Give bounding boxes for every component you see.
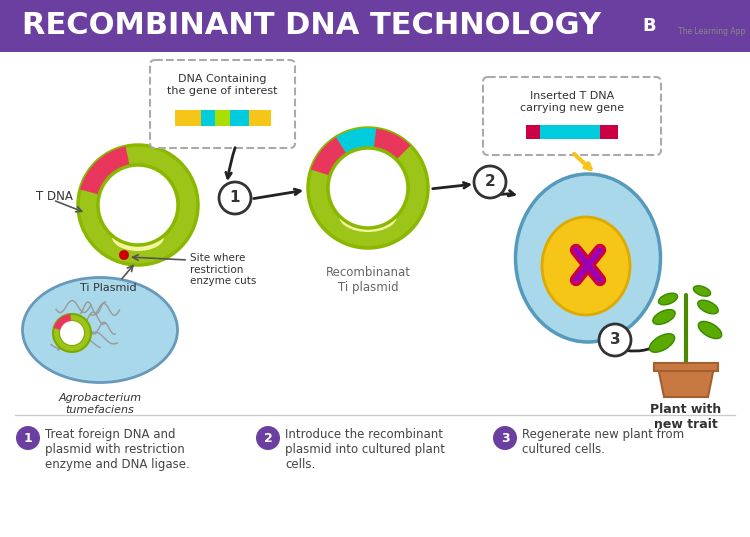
- Circle shape: [219, 182, 251, 214]
- Wedge shape: [54, 314, 72, 333]
- Wedge shape: [80, 146, 138, 205]
- Polygon shape: [658, 367, 714, 397]
- Bar: [526, 125, 540, 139]
- Ellipse shape: [339, 200, 397, 232]
- FancyBboxPatch shape: [624, 1, 674, 51]
- Text: T DNA: T DNA: [36, 191, 73, 204]
- Ellipse shape: [652, 309, 675, 324]
- Ellipse shape: [698, 322, 721, 339]
- Ellipse shape: [22, 278, 178, 382]
- Ellipse shape: [658, 293, 677, 305]
- Ellipse shape: [112, 223, 164, 251]
- Ellipse shape: [542, 217, 630, 315]
- Circle shape: [60, 321, 84, 345]
- Text: 3: 3: [610, 332, 620, 347]
- Text: 1: 1: [24, 432, 32, 445]
- Wedge shape: [368, 128, 410, 188]
- Bar: [600, 125, 618, 139]
- Wedge shape: [311, 137, 368, 188]
- Text: Agrobacterium
tumefaciens: Agrobacterium tumefaciens: [58, 393, 142, 415]
- Bar: [540, 125, 604, 139]
- Text: B: B: [642, 17, 656, 35]
- Text: 1: 1: [230, 191, 240, 206]
- Text: Treat foreign DNA and
plasmid with restriction
enzyme and DNA ligase.: Treat foreign DNA and plasmid with restr…: [45, 428, 190, 471]
- Text: 2: 2: [484, 175, 495, 190]
- Text: Regenerate new plant from
cultured cells.: Regenerate new plant from cultured cells…: [522, 428, 684, 456]
- Circle shape: [256, 426, 280, 450]
- Text: Site where
restriction
enzyme cuts: Site where restriction enzyme cuts: [190, 253, 256, 286]
- Text: 2: 2: [264, 432, 272, 445]
- Circle shape: [53, 314, 91, 352]
- FancyBboxPatch shape: [150, 60, 295, 148]
- Text: 3: 3: [501, 432, 509, 445]
- Circle shape: [98, 165, 178, 245]
- Text: Introduce the recombinant
plasmid into cultured plant
cells.: Introduce the recombinant plasmid into c…: [285, 428, 445, 471]
- Bar: [214, 110, 230, 126]
- Text: Plant with
new trait: Plant with new trait: [650, 403, 722, 431]
- Circle shape: [493, 426, 517, 450]
- Circle shape: [308, 128, 428, 248]
- Text: BYJU'S: BYJU'S: [678, 11, 724, 25]
- Text: Inserted T DNA
carrying new gene: Inserted T DNA carrying new gene: [520, 91, 624, 113]
- Circle shape: [119, 250, 129, 260]
- Bar: [0, 0, 750, 52]
- Text: DNA Containing
the gene of interest: DNA Containing the gene of interest: [167, 74, 278, 96]
- Circle shape: [78, 145, 198, 265]
- Bar: [200, 110, 248, 126]
- Text: RECOMBINANT DNA TECHNOLOGY: RECOMBINANT DNA TECHNOLOGY: [22, 11, 601, 40]
- Ellipse shape: [698, 300, 718, 314]
- Circle shape: [328, 148, 408, 228]
- Circle shape: [60, 321, 84, 345]
- Bar: [654, 363, 718, 371]
- Text: The Learning App: The Learning App: [678, 27, 746, 37]
- Ellipse shape: [515, 174, 661, 342]
- Wedge shape: [336, 128, 376, 188]
- Text: Ti Plasmid: Ti Plasmid: [80, 283, 136, 293]
- Circle shape: [474, 166, 506, 198]
- FancyBboxPatch shape: [483, 77, 661, 155]
- Circle shape: [98, 165, 178, 245]
- Text: Recombinanat
Ti plasmid: Recombinanat Ti plasmid: [326, 266, 410, 294]
- Circle shape: [16, 426, 40, 450]
- Circle shape: [328, 148, 408, 228]
- Bar: [526, 125, 618, 139]
- Circle shape: [599, 324, 631, 356]
- Bar: [175, 110, 271, 126]
- Ellipse shape: [694, 286, 710, 296]
- Ellipse shape: [650, 333, 674, 352]
